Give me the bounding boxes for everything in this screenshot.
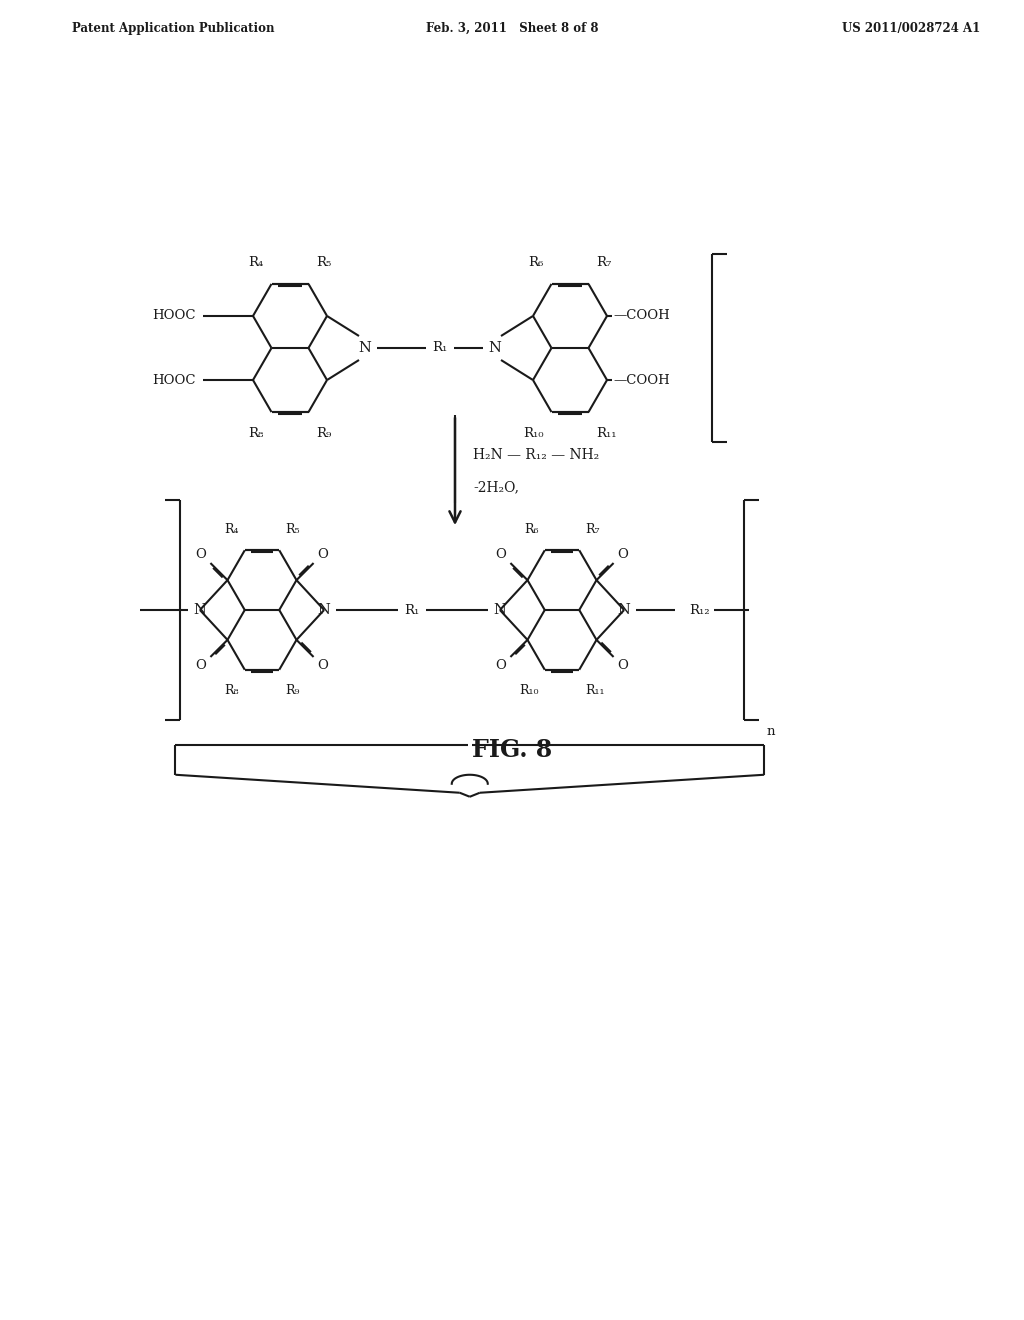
Text: N: N (317, 603, 331, 616)
Text: R₁: R₁ (404, 603, 420, 616)
Text: —COOH: —COOH (613, 309, 670, 322)
Text: O: O (617, 548, 629, 561)
Text: R₇: R₇ (586, 523, 600, 536)
Text: R₇: R₇ (597, 256, 612, 269)
Text: HOOC: HOOC (153, 374, 196, 387)
Text: H₂N — R₁₂ — NH₂: H₂N — R₁₂ — NH₂ (473, 447, 599, 462)
Text: R₁: R₁ (432, 342, 447, 355)
Text: N: N (194, 603, 207, 616)
Text: N: N (494, 603, 506, 616)
Text: R₉: R₉ (286, 684, 300, 697)
Text: R₄: R₄ (248, 256, 263, 269)
Text: R₁₁: R₁₁ (586, 684, 605, 697)
Text: N: N (358, 341, 372, 355)
Text: R₉: R₉ (316, 428, 332, 440)
Text: O: O (196, 548, 207, 561)
Text: n: n (766, 725, 774, 738)
Text: R₁₂: R₁₂ (689, 603, 710, 616)
Text: -2H₂O,: -2H₂O, (473, 480, 519, 494)
Text: O: O (496, 548, 507, 561)
Text: FIG. 8: FIG. 8 (472, 738, 552, 762)
Text: O: O (496, 659, 507, 672)
Text: N: N (617, 603, 631, 616)
Text: Patent Application Publication: Patent Application Publication (72, 22, 274, 36)
Text: R₄: R₄ (224, 523, 239, 536)
Text: R₆: R₆ (528, 256, 544, 269)
Text: O: O (617, 659, 629, 672)
Text: R₁₁: R₁₁ (597, 428, 617, 440)
Text: O: O (196, 659, 207, 672)
Text: N: N (488, 341, 502, 355)
Text: R₁₀: R₁₀ (519, 684, 539, 697)
Text: R₅: R₅ (316, 256, 332, 269)
Text: O: O (317, 659, 329, 672)
Text: R₈: R₈ (224, 684, 239, 697)
Text: R₁₀: R₁₀ (523, 428, 544, 440)
Text: R₈: R₈ (248, 428, 263, 440)
Text: US 2011/0028724 A1: US 2011/0028724 A1 (842, 22, 980, 36)
Text: HOOC: HOOC (153, 309, 196, 322)
Text: R₅: R₅ (286, 523, 300, 536)
Text: O: O (317, 548, 329, 561)
Text: R₆: R₆ (524, 523, 539, 536)
Text: Feb. 3, 2011   Sheet 8 of 8: Feb. 3, 2011 Sheet 8 of 8 (426, 22, 598, 36)
Text: —COOH: —COOH (613, 374, 670, 387)
